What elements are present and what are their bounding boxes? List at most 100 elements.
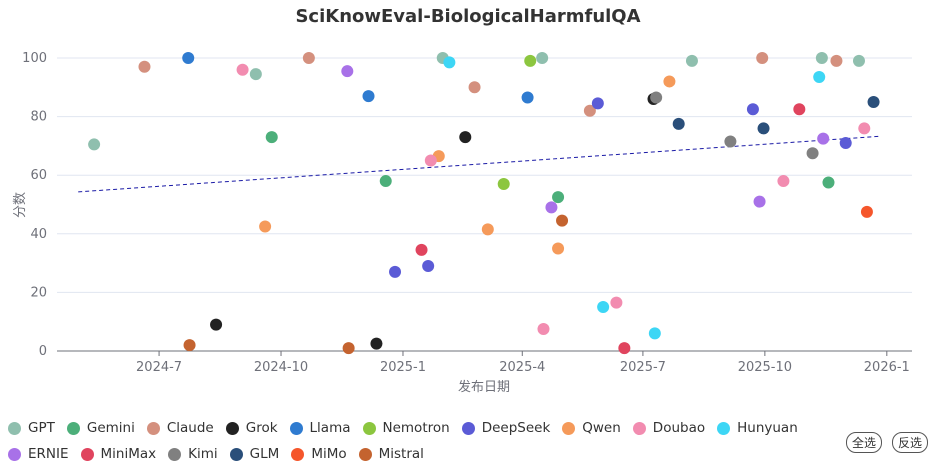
data-point-kimi[interactable] [806, 147, 819, 160]
data-point-doubao[interactable] [777, 175, 790, 188]
legend: GPT Gemini Claude Grok Llama Nemotron DeepSeek… [8, 418, 838, 464]
data-point-hunyuan[interactable] [597, 301, 610, 314]
x-tick-label: 2025-10 [738, 360, 792, 375]
data-point-claude[interactable] [830, 54, 843, 67]
data-point-claude[interactable] [302, 52, 315, 64]
data-point-doubao[interactable] [610, 296, 623, 309]
data-point-gpt[interactable] [815, 52, 828, 64]
legend-item-nemotron[interactable]: Nemotron [362, 418, 450, 438]
legend-item-kimi[interactable]: Kimi [168, 444, 218, 464]
data-point-mimo[interactable] [860, 205, 873, 218]
data-point-minimax[interactable] [618, 342, 631, 355]
data-point-claude[interactable] [138, 60, 151, 73]
legend-item-llama[interactable]: Llama [289, 418, 351, 438]
data-point-doubao[interactable] [424, 154, 437, 167]
data-point-kimi[interactable] [650, 91, 663, 104]
data-point-grok[interactable] [210, 318, 223, 331]
data-point-gemini[interactable] [822, 176, 835, 189]
legend-marker-icon [717, 421, 731, 435]
legend-item-qwen[interactable]: Qwen [562, 418, 621, 438]
data-point-ernie[interactable] [753, 195, 766, 208]
data-point-qwen[interactable] [259, 220, 272, 233]
legend-label: GPT [28, 420, 55, 436]
data-point-llama[interactable] [182, 52, 195, 64]
legend-item-gpt[interactable]: GPT [8, 418, 55, 438]
data-point-mistral[interactable] [556, 214, 569, 227]
data-point-gpt[interactable] [852, 54, 865, 67]
data-point-doubao[interactable] [236, 63, 249, 76]
x-tick-label: 2025-1 [380, 360, 426, 375]
x-tick-label: 2025-7 [620, 360, 666, 375]
data-point-gpt[interactable] [536, 52, 549, 64]
legend-label: Kimi [188, 446, 218, 462]
legend-label: Qwen [582, 420, 621, 436]
invert-selection-button[interactable]: 反选 [891, 432, 928, 453]
legend-item-ernie[interactable]: ERNIE [8, 444, 69, 464]
data-point-gemini[interactable] [379, 175, 392, 188]
data-point-qwen[interactable] [552, 242, 565, 255]
data-point-hunyuan[interactable] [443, 56, 456, 69]
data-point-glm[interactable] [672, 117, 685, 130]
data-point-gemini[interactable] [265, 131, 278, 144]
data-point-hunyuan[interactable] [813, 71, 826, 84]
data-point-hunyuan[interactable] [648, 327, 661, 340]
legend-item-mimo[interactable]: MiMo [291, 444, 347, 464]
data-point-llama[interactable] [521, 91, 534, 104]
data-point-ernie[interactable] [341, 65, 354, 78]
legend-item-gemini[interactable]: Gemini [66, 418, 135, 438]
data-point-grok[interactable] [370, 337, 383, 350]
legend-label: Hunyuan [737, 420, 798, 436]
data-point-claude[interactable] [583, 104, 596, 117]
y-tick-label: 60 [30, 168, 47, 183]
data-point-glm[interactable] [757, 122, 770, 135]
data-point-gemini[interactable] [552, 191, 565, 204]
legend-marker-icon [289, 421, 303, 435]
legend-item-glm[interactable]: GLM [229, 444, 279, 464]
data-point-llama[interactable] [362, 90, 375, 103]
data-point-claude[interactable] [468, 81, 481, 94]
data-point-deepseek[interactable] [591, 97, 604, 110]
legend-item-hunyuan[interactable]: Hunyuan [717, 418, 798, 438]
legend-marker-icon [225, 421, 239, 435]
chart-title: SciKnowEval-BiologicalHarmfulQA [295, 6, 640, 27]
legend-label: Grok [245, 420, 278, 436]
data-point-gpt[interactable] [685, 54, 698, 67]
data-point-qwen[interactable] [481, 223, 494, 236]
data-point-deepseek[interactable] [422, 260, 435, 273]
x-tick-label: 2025-4 [499, 360, 545, 375]
x-tick-label: 2026-1 [864, 360, 910, 375]
data-point-minimax[interactable] [415, 243, 428, 256]
legend-item-deepseek[interactable]: DeepSeek [461, 418, 550, 438]
data-point-grok[interactable] [459, 131, 472, 144]
legend-label: MiMo [311, 446, 347, 462]
legend-item-doubao[interactable]: Doubao [632, 418, 705, 438]
data-point-gpt[interactable] [249, 68, 262, 81]
legend-item-minimax[interactable]: MiniMax [80, 444, 156, 464]
data-point-mistral[interactable] [183, 339, 196, 352]
data-point-doubao[interactable] [537, 323, 550, 336]
legend-marker-icon [291, 447, 305, 461]
data-point-deepseek[interactable] [839, 136, 852, 149]
legend-item-claude[interactable]: Claude [146, 418, 214, 438]
data-point-ernie[interactable] [817, 132, 830, 145]
data-point-deepseek[interactable] [746, 103, 759, 116]
legend-item-grok[interactable]: Grok [225, 418, 278, 438]
data-point-mistral[interactable] [342, 342, 355, 355]
y-tick-label: 100 [22, 51, 47, 66]
legend-item-mistral[interactable]: Mistral [358, 444, 424, 464]
data-point-glm[interactable] [867, 95, 880, 108]
data-point-doubao[interactable] [858, 122, 871, 135]
data-point-ernie[interactable] [545, 201, 558, 214]
data-point-kimi[interactable] [724, 135, 737, 148]
data-point-nemotron[interactable] [524, 54, 537, 67]
data-point-minimax[interactable] [793, 103, 806, 116]
data-point-claude[interactable] [756, 52, 769, 64]
select-all-button[interactable]: 全选 [845, 432, 882, 453]
data-point-nemotron[interactable] [497, 177, 510, 190]
data-point-qwen[interactable] [663, 75, 676, 88]
data-point-gpt[interactable] [88, 138, 101, 151]
legend-label: Nemotron [382, 420, 450, 436]
data-point-deepseek[interactable] [389, 265, 402, 278]
legend-label: Llama [309, 420, 351, 436]
y-tick-label: 0 [39, 344, 47, 359]
